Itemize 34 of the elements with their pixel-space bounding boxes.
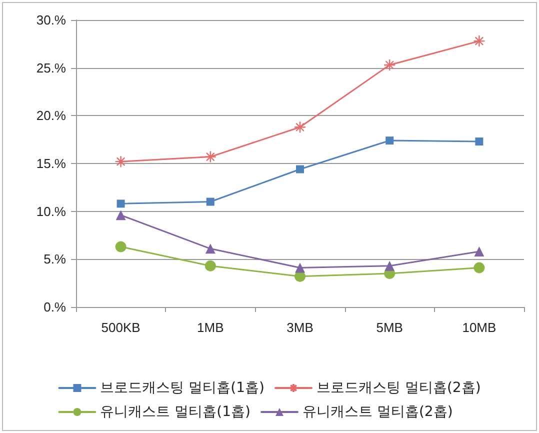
y-tick-label: 25.% [36, 60, 66, 76]
point [114, 155, 127, 168]
point [295, 262, 305, 273]
point [473, 34, 486, 48]
y-tick-label: 5.% [44, 252, 66, 267]
y-tick-label: 30.% [36, 12, 66, 28]
point [294, 121, 306, 134]
point [386, 136, 394, 145]
point [204, 150, 216, 163]
point [115, 241, 126, 252]
point [206, 198, 214, 206]
x-tick-label: 10MB [462, 320, 496, 335]
legend-label: 브로드캐스팅 멀티홉(1홉) [100, 380, 264, 396]
point [116, 210, 126, 220]
point [116, 200, 125, 208]
y-tick-label: 20.% [36, 108, 66, 124]
point [205, 244, 216, 254]
point [475, 137, 484, 146]
y-tick-label: 0.% [44, 300, 66, 314]
point [296, 165, 304, 174]
legend-label: 브로드캐스팅 멀티홉(2홉) [316, 380, 481, 396]
x-tick-label: 1MB [197, 320, 224, 335]
legend-label: 유니캐스트 멀티홉(1홉) [100, 404, 250, 420]
point [204, 260, 216, 272]
x-tick-label: 3MB [286, 320, 314, 335]
x-tick-label: 500KB [101, 320, 140, 335]
point [474, 262, 485, 274]
point [474, 246, 484, 257]
point [384, 260, 395, 271]
x-tick-label: 5MB [376, 320, 403, 335]
legend-label: 유니캐스트 멀티홉(2홉) [302, 404, 453, 420]
y-tick-label: 15.% [36, 156, 66, 171]
point [384, 58, 396, 72]
y-tick-label: 10.% [36, 204, 66, 219]
